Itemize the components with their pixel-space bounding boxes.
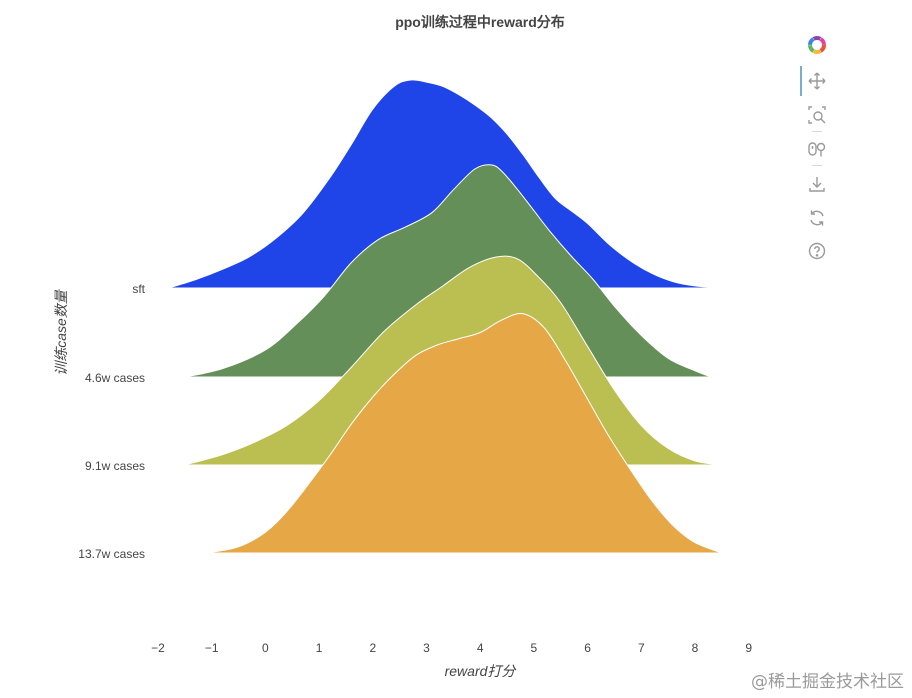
- x-tick-label: 9: [745, 641, 752, 655]
- toolbar-divider: [812, 165, 822, 166]
- x-tick-label: 1: [316, 641, 323, 655]
- logo-icon[interactable]: [806, 34, 828, 56]
- toolbar-divider: [812, 131, 822, 132]
- ridge-2: [184, 164, 712, 378]
- save-icon[interactable]: [806, 173, 828, 195]
- x-tick-label: 8: [692, 641, 699, 655]
- y-axis-label: 训练case数量: [53, 288, 69, 376]
- x-tick-label: 0: [262, 641, 269, 655]
- y-tick-labels: sft 4.6w cases 9.1w cases 13.7w cases: [78, 282, 145, 561]
- x-tick-labels: −2 −1 0 1 2 3 4 5 6 7 8 9: [151, 641, 752, 655]
- y-tick-label: sft: [132, 282, 145, 296]
- ridge-4: [206, 313, 723, 554]
- active-tool-indicator: [800, 66, 802, 96]
- x-tick-label: 5: [531, 641, 538, 655]
- y-tick-label: 4.6w cases: [85, 371, 145, 385]
- x-tick-label: 2: [369, 641, 376, 655]
- watermark-text: @稀土掘金技术社区: [751, 672, 904, 692]
- y-tick-label: 13.7w cases: [78, 547, 145, 561]
- ridge-1: [168, 79, 722, 289]
- ridge-series-group: [168, 79, 723, 554]
- x-tick-label: −2: [151, 641, 165, 655]
- chart-title: ppo训练过程中reward分布: [395, 14, 565, 30]
- pan-icon[interactable]: [806, 70, 828, 92]
- x-tick-label: 6: [584, 641, 591, 655]
- box-zoom-icon[interactable]: [806, 104, 828, 126]
- y-tick-label: 9.1w cases: [85, 459, 145, 473]
- reset-icon[interactable]: [806, 207, 828, 229]
- x-tick-label: 4: [477, 641, 484, 655]
- x-tick-label: 7: [638, 641, 645, 655]
- wheel-zoom-icon[interactable]: [806, 138, 828, 160]
- x-tick-label: 3: [423, 641, 430, 655]
- help-icon[interactable]: [806, 240, 828, 262]
- x-axis-label: reward打分: [445, 663, 518, 679]
- x-tick-label: −1: [205, 641, 219, 655]
